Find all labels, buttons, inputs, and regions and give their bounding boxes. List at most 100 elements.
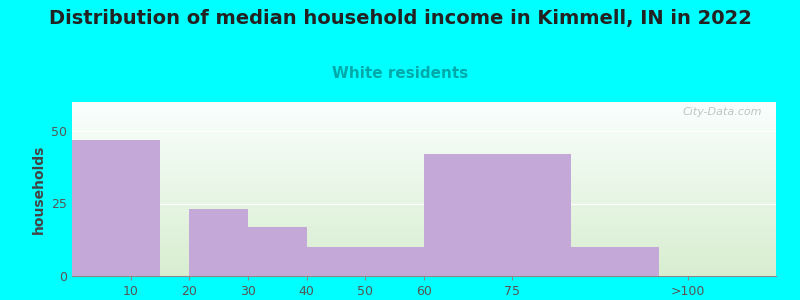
Bar: [72, 111, 776, 112]
Text: Distribution of median household income in Kimmell, IN in 2022: Distribution of median household income …: [49, 9, 751, 28]
Bar: [72, 196, 776, 197]
Bar: [306, 247, 366, 276]
Bar: [72, 231, 776, 232]
Bar: [72, 104, 776, 105]
Bar: [72, 243, 776, 244]
Bar: [72, 147, 776, 148]
Bar: [72, 211, 776, 212]
Bar: [190, 209, 248, 276]
Bar: [72, 212, 776, 213]
Text: White residents: White residents: [332, 66, 468, 81]
Bar: [72, 188, 776, 189]
Bar: [72, 159, 776, 160]
Bar: [72, 275, 776, 276]
Bar: [72, 205, 776, 206]
Bar: [72, 180, 776, 181]
Bar: [72, 258, 776, 259]
Bar: [72, 121, 776, 122]
Bar: [72, 184, 776, 185]
Bar: [72, 218, 776, 219]
Bar: [72, 199, 776, 200]
Bar: [72, 253, 776, 254]
Bar: [72, 142, 776, 143]
Bar: [72, 267, 776, 268]
Bar: [72, 260, 776, 261]
Bar: [72, 268, 776, 269]
Bar: [72, 145, 776, 146]
Bar: [72, 124, 776, 125]
Bar: [72, 175, 776, 176]
Bar: [72, 115, 776, 116]
Bar: [72, 254, 776, 255]
Bar: [72, 113, 776, 114]
Bar: [72, 273, 776, 274]
Bar: [72, 189, 776, 190]
Bar: [72, 271, 776, 272]
Text: City-Data.com: City-Data.com: [682, 107, 762, 117]
Bar: [72, 192, 776, 193]
Bar: [72, 172, 776, 173]
Bar: [72, 157, 776, 158]
Bar: [72, 162, 776, 163]
Bar: [72, 116, 776, 117]
Bar: [72, 247, 776, 248]
Bar: [72, 178, 776, 179]
Bar: [72, 117, 776, 118]
Bar: [72, 225, 776, 226]
Bar: [72, 262, 776, 263]
Bar: [72, 194, 776, 195]
Bar: [72, 229, 776, 230]
Bar: [72, 123, 776, 124]
Bar: [72, 263, 776, 264]
Bar: [72, 109, 776, 110]
Bar: [72, 221, 776, 222]
Bar: [72, 265, 776, 266]
Bar: [570, 247, 658, 276]
Bar: [72, 214, 776, 215]
Bar: [72, 141, 776, 142]
Bar: [72, 228, 776, 229]
Bar: [72, 256, 776, 257]
Bar: [72, 114, 776, 115]
Bar: [72, 135, 776, 136]
Bar: [72, 198, 776, 199]
Bar: [72, 140, 160, 276]
Bar: [72, 134, 776, 135]
Bar: [72, 139, 776, 140]
Bar: [72, 163, 776, 164]
Bar: [72, 137, 776, 138]
Bar: [72, 217, 776, 218]
Bar: [72, 266, 776, 267]
Bar: [72, 213, 776, 214]
Bar: [72, 232, 776, 233]
Bar: [72, 154, 776, 155]
Bar: [72, 264, 776, 265]
Bar: [72, 195, 776, 196]
Bar: [72, 257, 776, 258]
Bar: [72, 179, 776, 180]
Bar: [72, 185, 776, 186]
Bar: [72, 191, 776, 192]
Bar: [72, 168, 776, 169]
Bar: [424, 154, 570, 276]
Bar: [72, 241, 776, 242]
Bar: [248, 227, 306, 276]
Bar: [72, 171, 776, 172]
Bar: [72, 234, 776, 235]
Bar: [72, 252, 776, 253]
Bar: [72, 150, 776, 151]
Bar: [72, 148, 776, 149]
Bar: [72, 107, 776, 108]
Bar: [72, 202, 776, 203]
Bar: [72, 167, 776, 168]
Bar: [72, 136, 776, 137]
Bar: [72, 240, 776, 241]
Bar: [72, 128, 776, 129]
Bar: [72, 208, 776, 209]
Bar: [72, 226, 776, 227]
Bar: [72, 227, 776, 228]
Bar: [72, 274, 776, 275]
Bar: [72, 155, 776, 156]
Bar: [72, 255, 776, 256]
Bar: [72, 204, 776, 205]
